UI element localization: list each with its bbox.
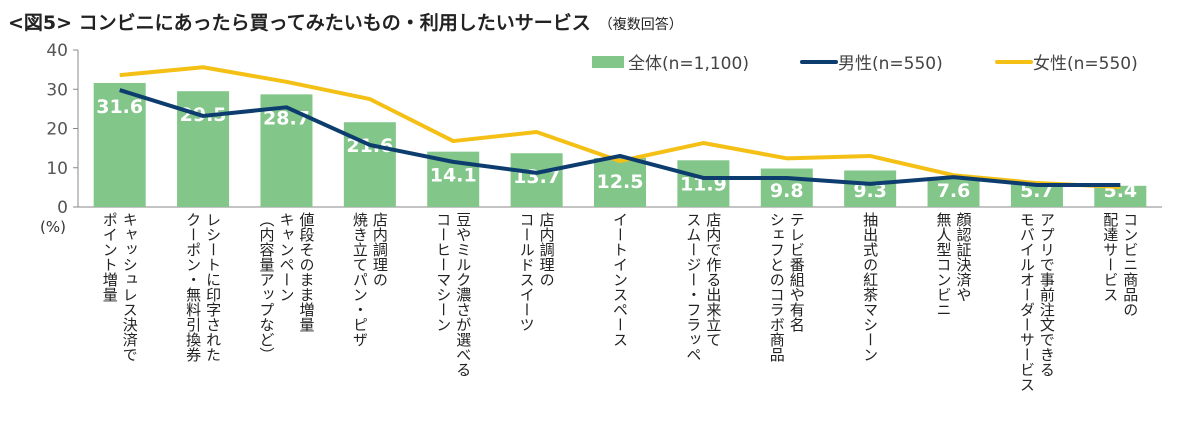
x-tick-label: アプリで事前注文できる モバイルオーダーサービス	[1017, 212, 1056, 392]
x-tick-label: コンビニ商品の 配達サービス	[1101, 212, 1140, 317]
x-tick-label: 店内調理の コールドスイーツ	[517, 212, 556, 332]
y-tick-label: 40	[46, 41, 68, 61]
x-tick-label: 豆やミルク濃さが選べる コーヒーマシーン	[434, 212, 473, 377]
bar-data-label: 14.1	[430, 165, 477, 187]
x-tick-label: 店内調理の 焼き立てパン・ピザ	[350, 212, 389, 347]
x-tick-label: 店内で作る出来立て スムージー・フラッペ	[684, 212, 723, 362]
bar-data-label: 9.3	[853, 180, 887, 202]
bar	[510, 153, 563, 207]
y-tick-label: 0	[57, 198, 68, 218]
y-tick-label: 20	[46, 120, 68, 140]
x-tick-label: 抽出式の紅茶マシーン	[861, 212, 880, 362]
bar-data-label: 31.6	[96, 96, 143, 118]
legend-label: 全体(n=1,100)	[628, 54, 749, 74]
bar	[1094, 185, 1147, 207]
y-tick-label: 10	[46, 159, 68, 179]
x-tick-label: 値段そのまま増量 キャンペーン （内容量アップなど）	[257, 212, 316, 362]
x-tick-label: レシートに印字された クーポン・無料引換券	[184, 212, 223, 362]
x-tick-label: キャッシュレス決済で ポイント増量	[100, 212, 139, 362]
bar	[1010, 184, 1063, 207]
bar	[677, 160, 730, 207]
y-axis-unit: (%)	[40, 218, 66, 236]
bar	[760, 168, 813, 207]
bar-data-label: 7.6	[937, 180, 971, 202]
x-tick-label: テレビ番組や有名 シェフとのコラボ商品	[767, 212, 806, 362]
bar-data-label: 12.5	[597, 171, 644, 193]
legend-label: 男性(n=550)	[838, 54, 943, 74]
legend-swatch	[592, 56, 624, 68]
bar-data-label: 9.8	[770, 180, 804, 202]
bar	[844, 170, 897, 207]
bar	[93, 82, 146, 207]
y-tick-label: 30	[46, 80, 68, 100]
legend-label: 女性(n=550)	[1033, 54, 1138, 74]
bar	[927, 177, 980, 207]
subtitle: （複数回答）	[598, 17, 683, 33]
title-text: <図5> コンビニにあったら買ってみたいもの・利用したいサービス	[8, 12, 591, 34]
bar	[594, 157, 646, 207]
x-tick-label: イートインスペース	[611, 212, 629, 347]
x-tick-label: 顔認証決済や 無人型コンビニ	[934, 212, 973, 317]
chart-title: <図5> コンビニにあったら買ってみたいもの・利用したいサービス （複数回答）	[8, 8, 683, 35]
